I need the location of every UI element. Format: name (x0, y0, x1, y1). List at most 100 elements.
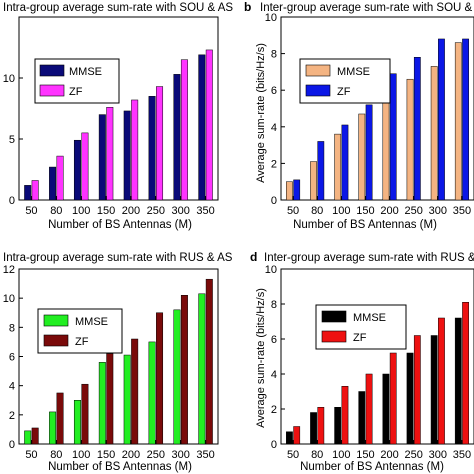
bar-zf-d-80 (317, 407, 325, 445)
bar-zf-c-80 (56, 392, 64, 445)
legend-b: MMSE ZF (299, 58, 391, 104)
x-tick-label: 300 (429, 449, 447, 461)
x-axis-label-c: Number of BS Antennas (M) (48, 461, 192, 473)
x-tick-label: 80 (311, 449, 323, 461)
x-tick-label: 150 (356, 449, 374, 461)
bar-zf-b-50 (293, 179, 301, 201)
bar-zf-b-100 (341, 124, 349, 201)
x-tick-label: 50 (25, 205, 37, 217)
y-tick-label: 10 (3, 73, 15, 85)
y-axis-label-b: Average sum-rate (bits/Hz/s) (255, 43, 267, 183)
legend-swatch-zf-b (305, 84, 331, 97)
bar-zf-c-50 (31, 427, 39, 445)
bar-mmse-c-250 (148, 341, 156, 445)
x-axis-label-b: Number of BS Antennas (M) (293, 219, 437, 231)
plot-area-c: 0 2 4 6 8 10 12 50 80 100 150 200 250 300 350 (3, 264, 219, 461)
bar-zf-a-350 (205, 49, 213, 201)
x-tick-label: 350 (453, 205, 471, 217)
bar-zf-a-50 (31, 180, 39, 201)
bar-zf-d-50 (293, 426, 301, 445)
bar-mmse-c-100 (73, 400, 81, 445)
bar-zf-c-150 (106, 353, 114, 445)
bar-zf-a-80 (56, 155, 64, 201)
bar-mmse-d-100 (334, 407, 342, 445)
legend-label-mmse-a: MMSE (69, 66, 102, 78)
bar-zf-a-200 (131, 99, 139, 201)
x-tick-label: 50 (287, 205, 299, 217)
x-tick-label: 200 (380, 449, 398, 461)
bar-zf-a-150 (106, 107, 114, 201)
bar-mmse-d-80 (310, 412, 317, 445)
bar-zf-d-150 (365, 373, 373, 445)
bar-mmse-b-250 (406, 78, 414, 201)
bar-zf-d-100 (341, 386, 349, 445)
y-tick-label: 12 (3, 264, 15, 276)
legend-swatch-mmse-d (321, 310, 347, 323)
legend-label-mmse-c: MMSE (75, 316, 108, 328)
chart-panel-a: Intra-group average sum-rate with SOU & … (3, 2, 234, 231)
x-tick-label: 350 (196, 449, 214, 461)
x-tick-label: 350 (196, 205, 214, 217)
bar-mmse-d-150 (358, 391, 366, 445)
y-tick-label: 0 (271, 439, 277, 451)
panel-letter-d: d (250, 250, 257, 264)
bar-mmse-a-250 (148, 96, 156, 201)
bar-zf-b-300 (438, 38, 445, 201)
legend-swatch-zf-a (39, 84, 65, 97)
x-tick-label: 200 (380, 205, 398, 217)
y-tick-label: 8 (271, 299, 277, 311)
y-tick-label: 2 (271, 158, 277, 170)
bar-zf-b-350 (462, 38, 469, 201)
bar-mmse-c-50 (24, 430, 32, 445)
y-tick-label: 10 (3, 293, 15, 305)
x-tick-label: 250 (147, 205, 165, 217)
x-tick-label: 100 (72, 205, 90, 217)
legend-swatch-mmse-a (39, 64, 65, 77)
y-tick-label: 4 (9, 381, 15, 393)
bar-zf-c-100 (81, 383, 89, 445)
y-tick-label: 0 (9, 195, 15, 207)
y-tick-label: 0 (271, 195, 277, 207)
x-tick-label: 300 (172, 449, 190, 461)
bar-zf-d-250 (413, 335, 421, 445)
bar-mmse-d-350 (454, 317, 462, 445)
bar-mmse-a-150 (98, 114, 106, 201)
bar-zf-b-250 (413, 57, 421, 201)
axes-frame-b (280, 16, 474, 201)
y-tick-label: 5 (9, 134, 15, 146)
y-tick-label: 6 (271, 85, 277, 97)
y-tick-label: 0 (9, 439, 15, 451)
y-tick-label: 4 (271, 369, 277, 381)
chart-panel-d: d Inter-group average sum-rate with RUS … (250, 250, 474, 473)
bar-mmse-c-350 (198, 293, 206, 445)
bar-zf-c-200 (131, 338, 139, 445)
x-tick-label: 100 (332, 205, 350, 217)
bar-zf-c-300 (180, 295, 188, 445)
legend-c: MMSE ZF (37, 308, 123, 354)
bar-mmse-a-350 (198, 54, 206, 201)
bar-mmse-a-50 (24, 185, 32, 201)
bar-zf-a-300 (180, 59, 188, 201)
x-tick-label: 80 (50, 449, 62, 461)
bar-zf-c-350 (205, 278, 213, 445)
x-axis-label-d: Number of BS Antennas (M) (300, 461, 444, 473)
x-tick-label: 200 (122, 205, 140, 217)
legend-swatch-zf-d (321, 330, 347, 343)
x-tick-label: 350 (453, 449, 471, 461)
x-tick-label: 50 (25, 449, 37, 461)
chart-panel-b: b Inter-group average sum-rate with SOU … (244, 0, 474, 231)
bar-mmse-a-100 (73, 139, 81, 201)
legend-a: MMSE ZF (34, 58, 120, 104)
axes-frame-d (280, 268, 474, 445)
y-axis-label-d: Average sum-rate (bits/Hz/s) (255, 288, 267, 428)
bar-mmse-d-250 (406, 352, 414, 445)
bar-mmse-b-80 (310, 161, 317, 201)
legend-swatch-mmse-b (305, 64, 331, 77)
panel-letter-b: b (244, 0, 251, 14)
y-tick-label: 4 (271, 122, 277, 134)
bar-mmse-c-80 (49, 411, 57, 445)
y-tick-label: 2 (271, 404, 277, 416)
y-tick-label: 8 (271, 49, 277, 61)
legend-label-zf-c: ZF (75, 336, 89, 348)
